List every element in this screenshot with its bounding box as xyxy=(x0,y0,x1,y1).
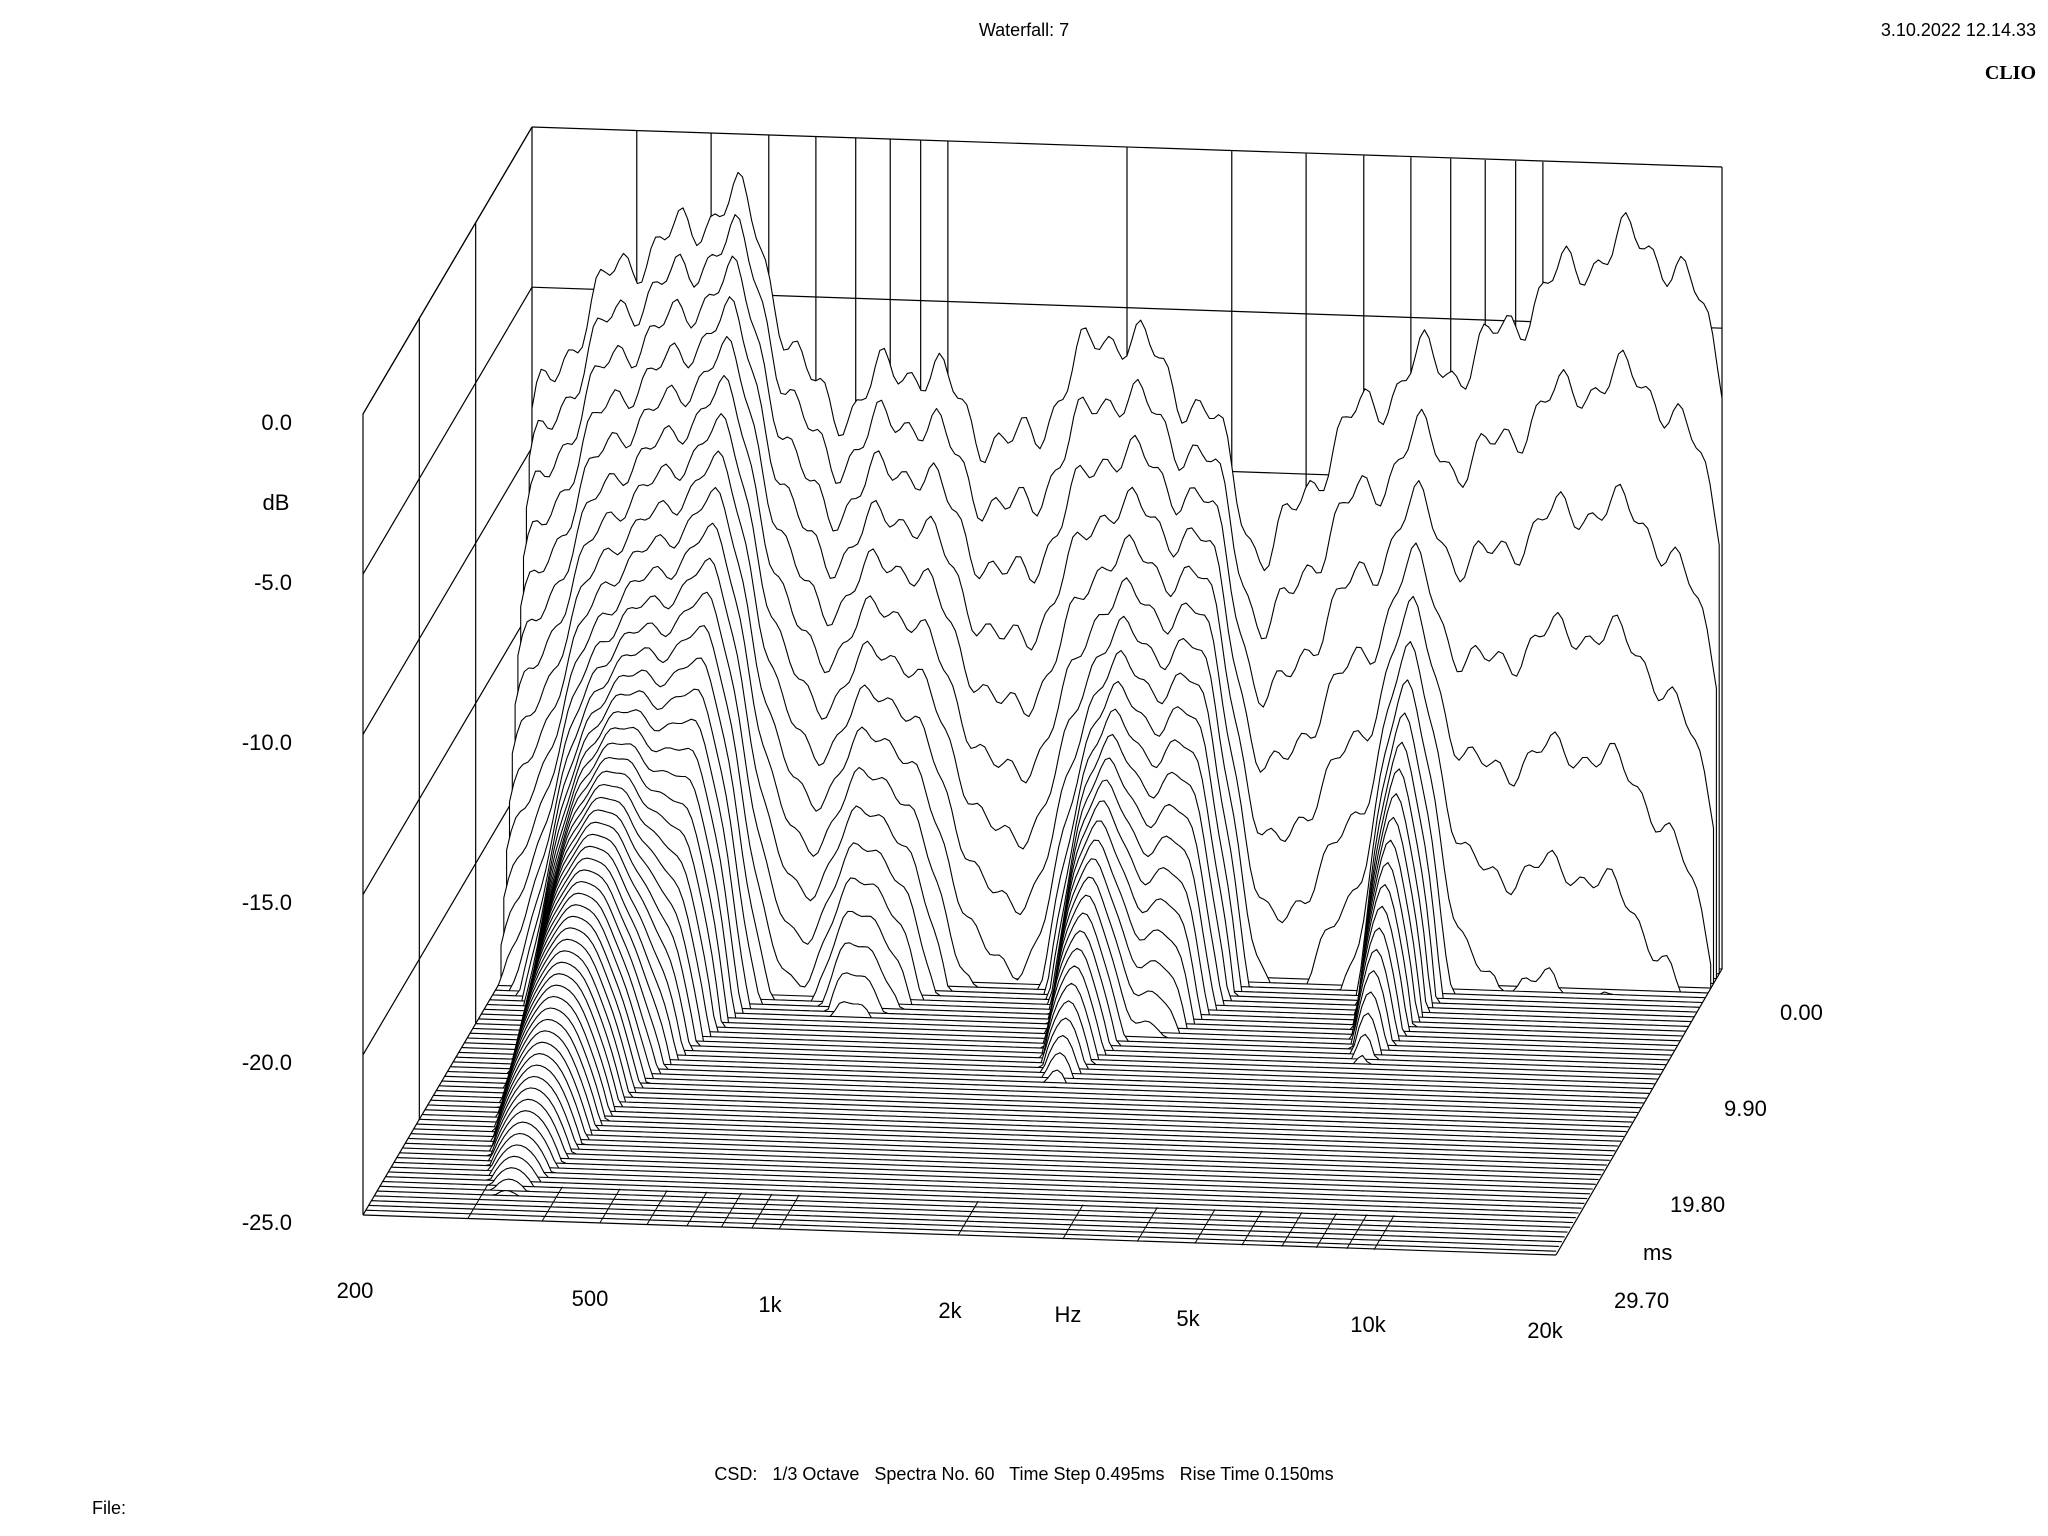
spectrum-slice xyxy=(401,1087,1593,1190)
file-label: File: xyxy=(92,1498,127,1518)
floor-freq-gridline xyxy=(541,1186,563,1222)
floor-freq-gridline xyxy=(1194,1208,1216,1244)
x-tick-label: 2k xyxy=(938,1298,962,1323)
y-axis-labels: 0.0 dB -5.0 -10.0 -15.0 -20.0 -25.0 xyxy=(242,410,292,1235)
spectrum-slice xyxy=(404,1075,1596,1185)
spectrum-slice xyxy=(384,1155,1577,1219)
floor-freq-gridline xyxy=(646,1190,668,1226)
x-tick-label: 200 xyxy=(337,1278,374,1303)
y-tick-label: -5.0 xyxy=(254,570,292,595)
brand-logo: CLIO xyxy=(1984,62,2036,84)
spectrum-slice xyxy=(390,1132,1582,1209)
side-wall-db-gridline xyxy=(362,767,533,1056)
floor-freq-gridline xyxy=(1315,1213,1337,1249)
frame-right-floor-edge xyxy=(1555,968,1723,1256)
z-tick-label: 29.70 xyxy=(1614,1288,1669,1313)
x-tick-label: 500 xyxy=(572,1286,609,1311)
spectrum-slice xyxy=(396,1110,1588,1200)
side-wall-db-gridline xyxy=(362,286,533,575)
spectrum-slice xyxy=(376,1189,1568,1233)
x-axis-labels: 200 500 1k 2k Hz 5k 10k 20k xyxy=(337,1278,1564,1343)
measurement-parameters: CSD: 1/3 Octave Spectra No. 60 Time Step… xyxy=(714,1464,1334,1484)
y-tick-label: 0.0 xyxy=(261,410,292,435)
spectrum-slice xyxy=(407,1064,1599,1181)
side-wall-db-gridline xyxy=(362,126,533,415)
z-axis-labels: 0.00 9.90 19.80 ms 29.70 xyxy=(1614,1000,1823,1313)
spectrum-slice xyxy=(382,1167,1574,1224)
floor-freq-gridline xyxy=(1062,1204,1084,1240)
y-tick-label: -20.0 xyxy=(242,1050,292,1075)
floor-freq-gridline xyxy=(957,1200,979,1236)
x-tick-label: 20k xyxy=(1527,1318,1563,1343)
floor-freq-gridline xyxy=(720,1192,742,1228)
spectra-group xyxy=(362,171,1723,1256)
floor-freq-gridline xyxy=(778,1194,800,1230)
spectrum-slice xyxy=(410,1053,1602,1176)
z-tick-label: 19.80 xyxy=(1670,1192,1725,1217)
floor-freq-gridline xyxy=(1373,1215,1395,1251)
floor-freq-gridline xyxy=(1281,1211,1303,1247)
y-tick-label: -10.0 xyxy=(242,730,292,755)
y-tick-label: -25.0 xyxy=(242,1210,292,1235)
chart-title: Waterfall: 7 xyxy=(978,20,1070,40)
floor-freq-gridline xyxy=(1241,1210,1263,1246)
frame-front-floor-edge xyxy=(362,1214,1557,1256)
spectrum-slice xyxy=(379,1178,1571,1228)
floor-freq-gridline xyxy=(1136,1206,1158,1242)
side-wall-db-gridline xyxy=(362,447,533,735)
x-tick-label: 10k xyxy=(1350,1312,1386,1337)
side-wall-db-gridline xyxy=(362,607,533,895)
y-axis-unit: dB xyxy=(263,490,290,515)
z-tick-label: 9.90 xyxy=(1724,1096,1767,1121)
spectrum-slice xyxy=(399,1098,1591,1195)
y-tick-label: -15.0 xyxy=(242,890,292,915)
floor-freq-gridline xyxy=(1346,1214,1368,1250)
floor-freq-gridline xyxy=(686,1191,708,1227)
floor-freq-gridline xyxy=(599,1188,621,1224)
x-tick-label: 5k xyxy=(1176,1306,1200,1331)
measurement-datetime: 3.10.2022 12.14.33 xyxy=(1880,20,2036,40)
z-axis-unit: ms xyxy=(1643,1240,1672,1265)
frame-back-top-edge xyxy=(531,126,1723,168)
floor-freq-gridline xyxy=(467,1183,489,1219)
floor-freq-gridline xyxy=(751,1193,773,1229)
spectrum-slice xyxy=(480,756,1672,1056)
x-axis-unit: Hz xyxy=(1055,1302,1082,1327)
x-tick-label: 1k xyxy=(758,1292,782,1317)
z-tick-label: 0.00 xyxy=(1780,1000,1823,1025)
spectrum-slice xyxy=(387,1144,1579,1214)
spectrum-slice xyxy=(483,742,1675,1051)
spectrum-slice xyxy=(393,1121,1585,1204)
spectrum-slice xyxy=(413,1041,1605,1171)
